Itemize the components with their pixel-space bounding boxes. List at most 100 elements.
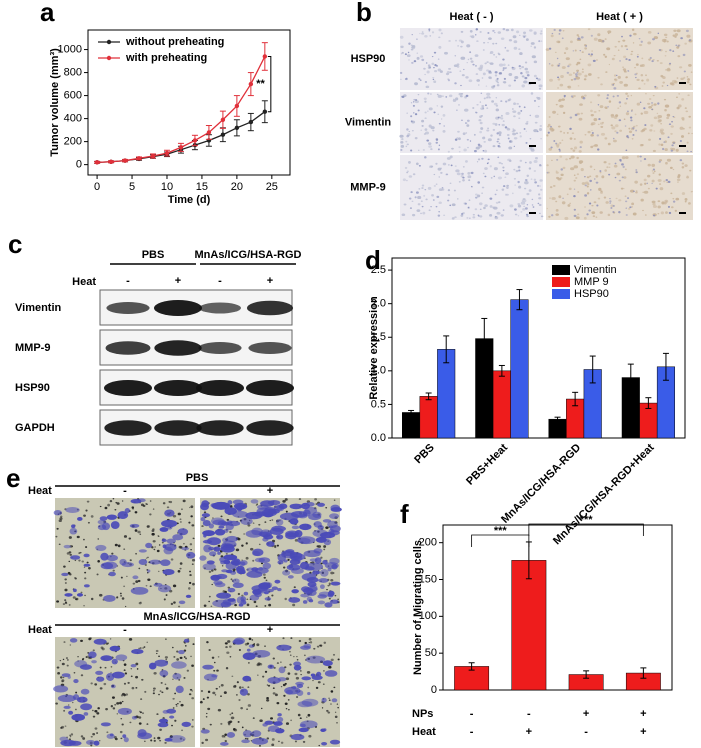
cell bbox=[559, 83, 564, 87]
cell bbox=[624, 125, 627, 127]
cell bbox=[306, 586, 318, 592]
cell bbox=[430, 126, 435, 130]
cell bbox=[552, 110, 556, 114]
cell bbox=[425, 62, 428, 64]
cell bbox=[495, 104, 499, 107]
cell bbox=[448, 94, 453, 98]
cell bbox=[492, 206, 496, 209]
cell bbox=[686, 175, 689, 178]
cell bbox=[287, 558, 290, 561]
cell bbox=[492, 29, 495, 32]
cell bbox=[558, 98, 562, 102]
cell bbox=[191, 563, 194, 565]
cell bbox=[636, 102, 641, 106]
cell bbox=[467, 146, 469, 149]
cell bbox=[226, 651, 230, 654]
cell bbox=[486, 129, 490, 132]
cell bbox=[528, 167, 532, 170]
cell bbox=[458, 104, 460, 106]
cell bbox=[226, 520, 233, 525]
cell bbox=[420, 212, 422, 215]
cell bbox=[416, 38, 418, 40]
cell bbox=[328, 665, 332, 669]
cell bbox=[494, 71, 498, 74]
cell bbox=[470, 60, 474, 63]
cell bbox=[130, 587, 149, 595]
cell bbox=[69, 553, 72, 556]
cell bbox=[580, 112, 584, 115]
cell bbox=[456, 109, 458, 111]
cell bbox=[489, 197, 493, 200]
cell bbox=[328, 528, 335, 535]
cell bbox=[418, 149, 420, 152]
cell bbox=[164, 741, 167, 744]
cell bbox=[454, 138, 458, 141]
cell bbox=[299, 717, 302, 719]
cell bbox=[229, 656, 232, 658]
cell bbox=[657, 114, 663, 119]
cell bbox=[216, 669, 219, 672]
cell bbox=[640, 160, 642, 162]
cell bbox=[246, 598, 249, 601]
cell bbox=[648, 138, 651, 141]
cell bbox=[261, 707, 263, 710]
cell bbox=[670, 147, 673, 151]
cell bbox=[463, 148, 467, 152]
panel-letter: f bbox=[400, 499, 409, 529]
cell bbox=[576, 112, 580, 116]
cell bbox=[440, 105, 444, 108]
y-tick-label: 0.5 bbox=[371, 398, 386, 410]
cell bbox=[327, 584, 330, 587]
cell bbox=[296, 656, 298, 658]
cell bbox=[519, 67, 522, 70]
cell bbox=[83, 514, 86, 517]
cell bbox=[459, 70, 462, 72]
cell bbox=[284, 498, 288, 501]
cell bbox=[241, 726, 244, 729]
cell bbox=[516, 102, 520, 105]
cell bbox=[651, 60, 654, 63]
cell bbox=[465, 94, 469, 97]
cell bbox=[159, 527, 169, 532]
cell bbox=[330, 507, 342, 512]
cell bbox=[460, 45, 463, 48]
cell bbox=[172, 678, 174, 681]
cell bbox=[131, 506, 135, 509]
cell bbox=[502, 166, 505, 169]
cell bbox=[622, 66, 624, 68]
cell bbox=[153, 548, 156, 551]
cell bbox=[447, 189, 451, 192]
cell bbox=[80, 703, 93, 711]
cell bbox=[546, 207, 548, 210]
cell bbox=[492, 128, 496, 131]
cell bbox=[147, 569, 151, 573]
cell bbox=[578, 150, 582, 153]
cell bbox=[408, 42, 411, 45]
cell bbox=[509, 140, 512, 143]
cell bbox=[241, 544, 244, 547]
band bbox=[154, 340, 202, 356]
cell bbox=[665, 211, 668, 214]
group-label: MnAs/ICG/HSA-RGD bbox=[195, 249, 302, 261]
cell bbox=[447, 193, 451, 197]
cell bbox=[591, 129, 593, 132]
cell bbox=[253, 600, 257, 604]
band bbox=[104, 380, 152, 396]
cell bbox=[657, 117, 660, 120]
cell bbox=[251, 567, 259, 572]
cell bbox=[277, 677, 287, 682]
cell bbox=[277, 588, 282, 592]
cell bbox=[166, 506, 170, 509]
cell bbox=[416, 52, 419, 54]
cell bbox=[253, 643, 256, 645]
cell bbox=[109, 645, 121, 652]
cell bbox=[298, 639, 302, 643]
cell bbox=[557, 125, 561, 128]
cell bbox=[435, 138, 439, 141]
cell bbox=[643, 158, 647, 161]
cell bbox=[526, 74, 530, 77]
cell bbox=[185, 657, 188, 660]
cell bbox=[666, 40, 669, 43]
cell bbox=[606, 97, 609, 100]
cell bbox=[502, 63, 506, 67]
